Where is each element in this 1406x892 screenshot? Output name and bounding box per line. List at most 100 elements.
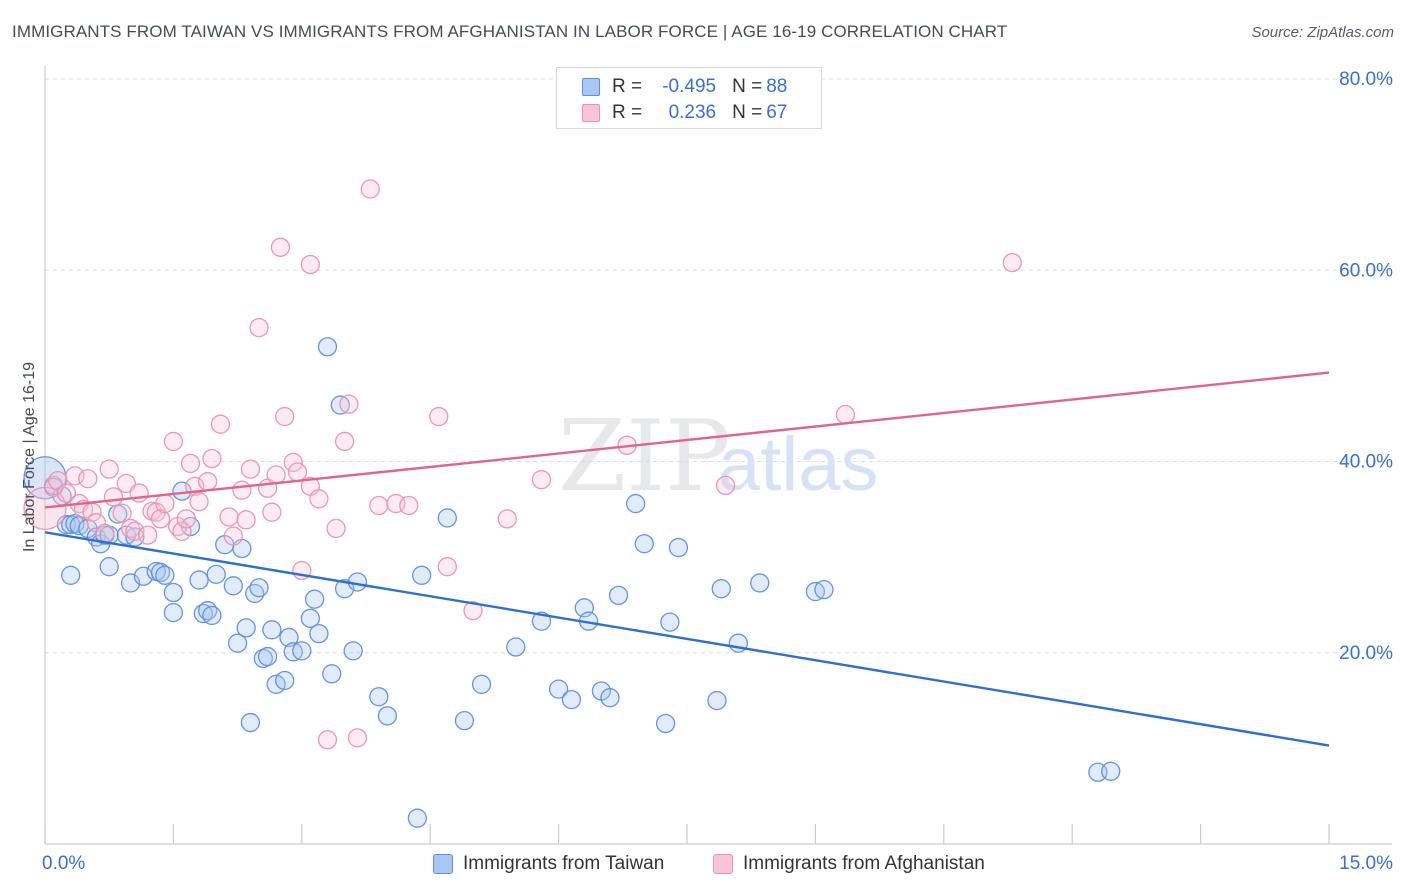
afghanistan-point: [369, 495, 389, 516]
afghanistan-point: [150, 509, 171, 529]
bottom-legend-afghanistan: Immigrants from Afghanistan: [713, 852, 985, 876]
y-tick-label: 60.0%: [1339, 260, 1393, 281]
afghanistan-point: [399, 495, 419, 516]
afghanistan-point: [497, 509, 517, 529]
afghanistan-point: [249, 317, 269, 338]
afghanistan-point: [835, 404, 856, 425]
afghanistan-point: [283, 452, 303, 473]
taiwan-point: [61, 565, 81, 585]
watermark: ZIP atlas: [558, 400, 879, 514]
bottom-legend-swatch-afghanistan: [713, 854, 733, 874]
legend-n-label: N =: [732, 102, 763, 123]
taiwan-point: [668, 537, 689, 558]
afghanistan-point: [232, 480, 252, 500]
taiwan-point: [600, 688, 620, 708]
legend-n-value-taiwan: 88: [766, 76, 788, 97]
taiwan-point: [655, 713, 676, 734]
legend-row-taiwan: R = -0.495 N = 88: [557, 75, 787, 99]
bottom-legend-taiwan: Immigrants from Taiwan: [433, 852, 664, 876]
taiwan-point: [707, 690, 727, 711]
legend-r-label: R =: [612, 102, 643, 123]
afghanistan-point: [266, 465, 286, 485]
taiwan-point: [608, 585, 629, 606]
taiwan-point: [279, 627, 299, 648]
taiwan-point: [275, 670, 295, 691]
afghanistan-point: [1002, 252, 1022, 273]
legend-row-afghanistan: R = 0.236 N = 67: [557, 101, 787, 125]
afghanistan-point: [176, 509, 196, 529]
afghanistan-point: [155, 493, 175, 514]
watermark-atlas: atlas: [718, 422, 879, 507]
afghanistan-point: [463, 601, 483, 621]
legend-r-label: R =: [612, 76, 643, 97]
legend-swatch-taiwan: [582, 78, 600, 96]
y-tick-label: 80.0%: [1339, 69, 1393, 90]
taiwan-point: [240, 712, 261, 733]
trend-lines: [44, 371, 1330, 747]
series-afghanistan-points: [23, 179, 1022, 750]
y-tick-label: 40.0%: [1339, 452, 1393, 473]
stats-legend: R = -0.495 N = 88 R = 0.236 N = 67: [556, 67, 822, 129]
legend-swatch-afghanistan: [582, 104, 600, 122]
y-tick-label: 20.0%: [1339, 643, 1393, 664]
taiwan-point: [561, 689, 582, 710]
x-tick-label: 0.0%: [42, 853, 85, 874]
taiwan-point: [227, 633, 248, 653]
afghanistan-point: [223, 526, 243, 546]
taiwan-point: [257, 646, 278, 667]
afghanistan-point: [334, 431, 355, 452]
source-label: Source: ZipAtlas.com: [1251, 24, 1394, 41]
taiwan-point: [223, 576, 243, 596]
taiwan-point: [407, 808, 428, 828]
afghanistan-point: [531, 470, 552, 490]
x-tick-label: 15.0%: [1339, 853, 1393, 874]
taiwan-point: [369, 687, 389, 707]
afghanistan-point: [347, 728, 368, 748]
afghanistan-point: [180, 453, 201, 474]
legend-r-value-afghanistan: 0.236: [668, 102, 717, 123]
afghanistan-point: [240, 459, 261, 479]
afghanistan-point: [326, 518, 346, 539]
afghanistan-point: [300, 254, 321, 275]
afghanistan-point: [275, 406, 295, 427]
taiwan-point: [206, 564, 226, 584]
taiwan-point: [309, 623, 329, 644]
afghanistan-point: [112, 503, 132, 523]
taiwan-point: [262, 620, 282, 640]
axes: [44, 66, 1392, 845]
taiwan-point: [155, 565, 175, 585]
series-taiwan-points: [23, 337, 1121, 828]
taiwan-point: [322, 664, 342, 684]
afghanistan-point: [429, 406, 449, 427]
afghanistan-point: [172, 521, 192, 541]
afghanistan-point: [189, 492, 209, 512]
afghanistan-point: [210, 414, 231, 434]
afghanistan-point: [287, 462, 308, 482]
taiwan-point: [471, 674, 492, 694]
legend-r-value-taiwan: -0.495: [662, 76, 717, 97]
taiwan-point: [625, 493, 646, 514]
taiwan-point: [660, 612, 680, 632]
taiwan-point: [236, 618, 256, 638]
taiwan-point: [1101, 761, 1121, 781]
y-axis-label: In Labor Force | Age 16-19: [21, 362, 38, 552]
trend-line-taiwan: [44, 531, 1330, 747]
afghanistan-point: [197, 471, 218, 492]
taiwan-point: [304, 589, 325, 609]
trend-line-afghanistan: [44, 371, 1330, 509]
afghanistan-point: [339, 394, 359, 414]
taiwan-point: [634, 534, 654, 554]
afghanistan-point: [116, 473, 136, 494]
taiwan-point: [292, 641, 312, 661]
afghanistan-point: [715, 475, 736, 496]
afghanistan-point: [202, 448, 222, 469]
bottom-legend-swatch-taiwan: [433, 854, 453, 874]
afghanistan-point: [95, 523, 115, 543]
afghanistan-point: [138, 525, 158, 545]
tick-labels: 20.0% 40.0% 60.0% 80.0% 0.0% 15.0%: [42, 69, 1393, 874]
taiwan-point: [300, 608, 321, 628]
bottom-legend-label-taiwan: Immigrants from Taiwan: [463, 853, 665, 874]
legend-n-value-afghanistan: 67: [766, 102, 788, 123]
taiwan-point: [189, 570, 209, 590]
